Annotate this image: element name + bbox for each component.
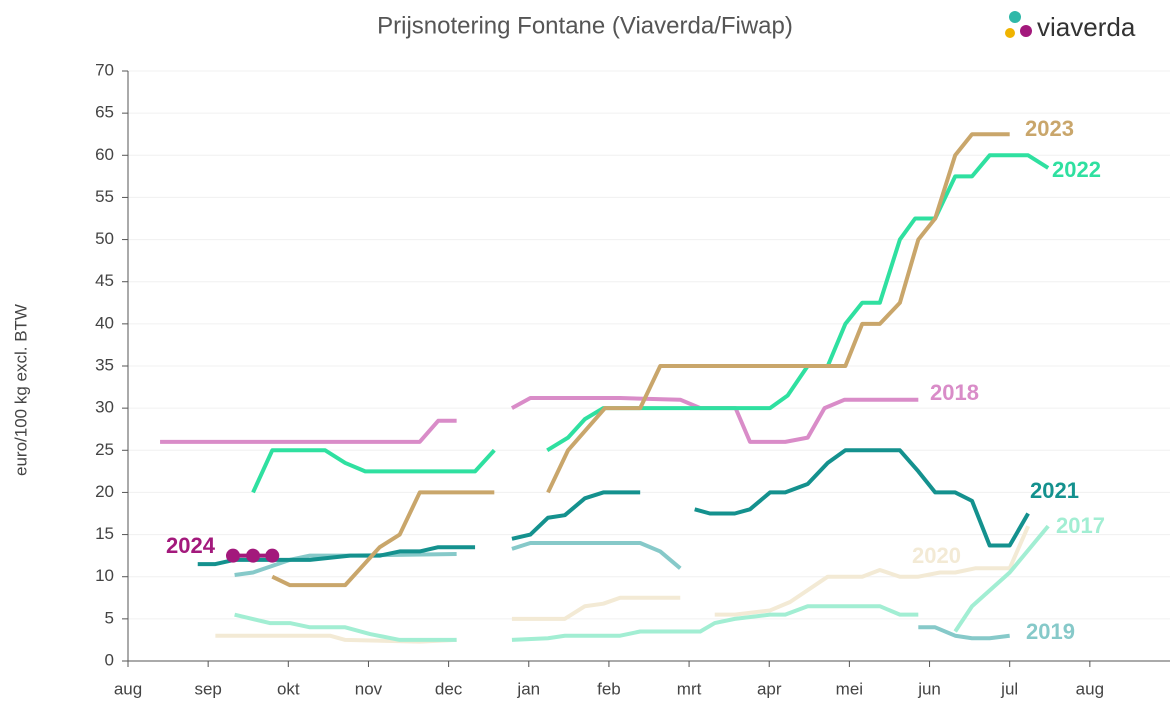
series-line xyxy=(160,396,919,444)
series-label: 2017 xyxy=(1056,513,1105,538)
series-label: 2018 xyxy=(930,380,979,405)
y-tick-label: 25 xyxy=(95,440,114,459)
point xyxy=(265,548,280,563)
x-tick-label: mei xyxy=(836,679,863,698)
series-label: 2022 xyxy=(1052,157,1101,182)
x-tick-label: dec xyxy=(435,679,463,698)
series-label: 2024 xyxy=(166,533,216,558)
y-tick-label: 60 xyxy=(95,145,114,164)
x-tick-label: nov xyxy=(355,679,383,698)
y-tick-label: 40 xyxy=(95,313,114,332)
x-tick-label: okt xyxy=(277,679,300,698)
x-tick-label: feb xyxy=(597,679,621,698)
x-tick-label: jun xyxy=(917,679,941,698)
y-tick-label: 10 xyxy=(95,566,114,585)
point xyxy=(226,548,241,563)
logo-icon xyxy=(1005,11,1032,38)
series-line xyxy=(271,132,1010,588)
y-tick-label: 35 xyxy=(95,355,114,374)
y-tick-label: 45 xyxy=(95,271,114,290)
x-tick-label: mrt xyxy=(677,679,702,698)
series-label: 2023 xyxy=(1025,116,1074,141)
y-tick-label: 20 xyxy=(95,482,114,501)
logo-text: viaverda xyxy=(1037,12,1136,42)
x-tick-label: jan xyxy=(516,679,540,698)
y-tick-label: 65 xyxy=(95,103,114,122)
chart-title: Prijsnotering Fontane (Viaverda/Fiwap) xyxy=(377,12,793,39)
y-tick-label: 70 xyxy=(95,60,114,79)
y-tick-label: 5 xyxy=(105,608,114,627)
point xyxy=(246,548,261,563)
y-axis-label: euro/100 kg excl. BTW xyxy=(11,304,30,476)
x-tick-label: apr xyxy=(757,679,782,698)
y-tick-label: 55 xyxy=(95,187,114,206)
y-tick-label: 30 xyxy=(95,398,114,417)
x-tick-label: jul xyxy=(1000,679,1018,698)
series-line xyxy=(234,524,1050,642)
series-label: 2019 xyxy=(1026,619,1075,644)
series-label: 2020 xyxy=(912,543,961,568)
series-label: 2021 xyxy=(1030,478,1079,503)
series-line xyxy=(197,448,1030,567)
x-tick-label: aug xyxy=(1076,679,1104,698)
x-tick-label: sep xyxy=(194,679,221,698)
y-tick-label: 15 xyxy=(95,524,114,543)
y-tick-label: 0 xyxy=(105,650,114,669)
x-tick-label: aug xyxy=(114,679,142,698)
y-tick-label: 50 xyxy=(95,229,114,248)
